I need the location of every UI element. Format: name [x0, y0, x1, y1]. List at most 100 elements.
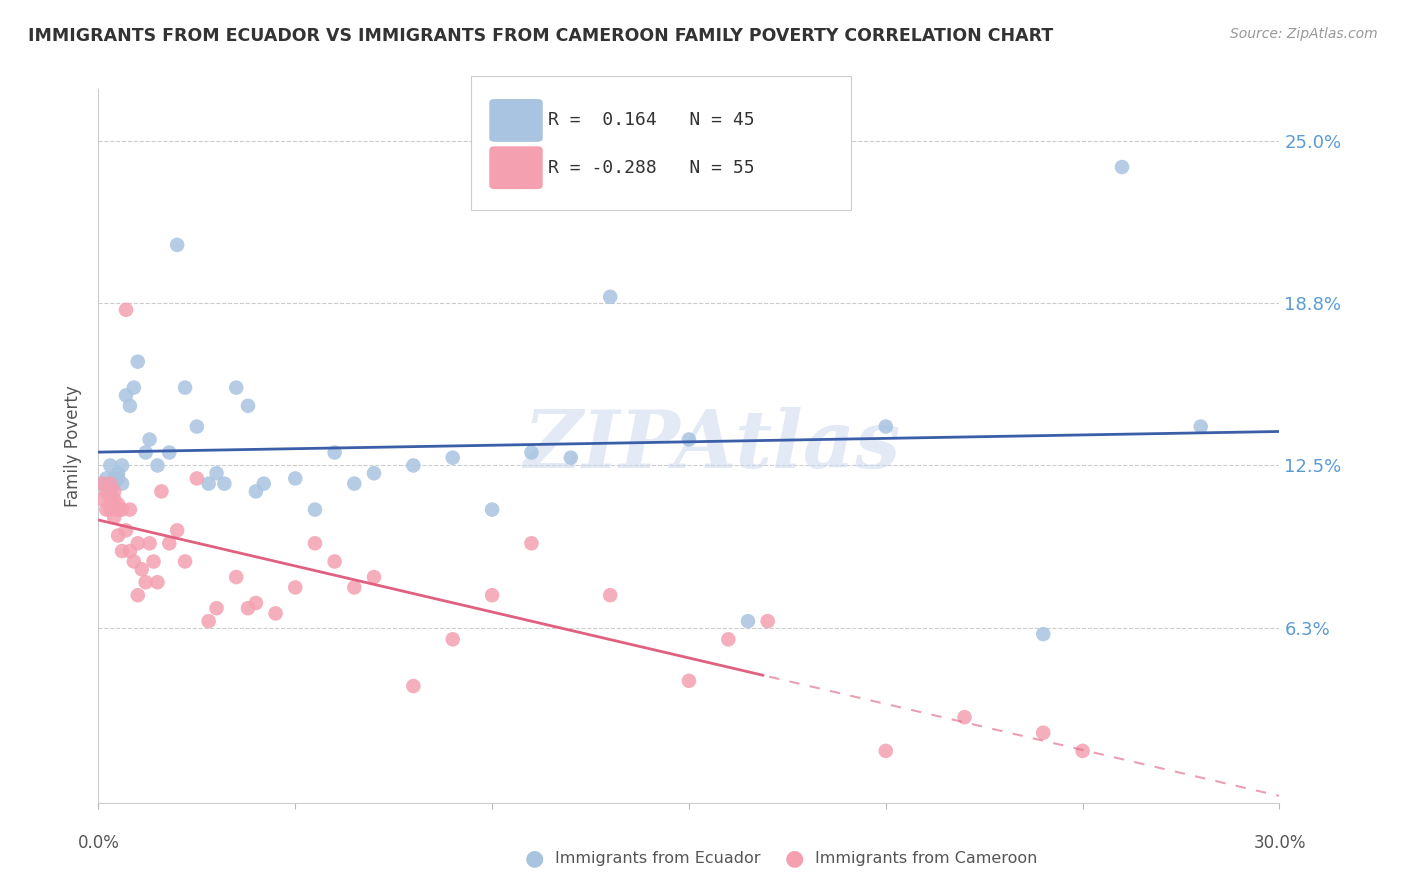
Point [157, 536, 180, 550]
Point [197, 476, 219, 491]
Point [103, 484, 125, 499]
Point [174, 381, 197, 395]
Point [284, 471, 307, 485]
Point [111, 476, 134, 491]
Point [118, 502, 141, 516]
Point [103, 476, 125, 491]
Point [756, 614, 779, 628]
Point [402, 679, 425, 693]
Point [343, 476, 366, 491]
Point [96, 471, 118, 485]
Text: Immigrants from Ecuador: Immigrants from Ecuador [555, 851, 761, 865]
Point [107, 502, 129, 516]
Point [481, 502, 503, 516]
Point [91, 492, 114, 507]
Point [96, 484, 118, 499]
Point [131, 562, 153, 576]
Point [214, 476, 236, 491]
Point [1071, 744, 1094, 758]
Point [402, 458, 425, 473]
Point [103, 492, 125, 507]
Point [98, 502, 121, 516]
Point [138, 536, 160, 550]
Point [115, 302, 138, 317]
Text: R =  0.164   N = 45: R = 0.164 N = 45 [548, 112, 755, 129]
Point [599, 588, 621, 602]
Point [138, 433, 160, 447]
Point [91, 476, 114, 491]
Text: IMMIGRANTS FROM ECUADOR VS IMMIGRANTS FROM CAMEROON FAMILY POVERTY CORRELATION C: IMMIGRANTS FROM ECUADOR VS IMMIGRANTS FR… [28, 27, 1053, 45]
Point [1032, 627, 1054, 641]
Text: 0.0%: 0.0% [77, 834, 120, 852]
Point [481, 588, 503, 602]
Point [107, 528, 129, 542]
Point [103, 471, 125, 485]
Point [186, 471, 208, 485]
Point [441, 632, 464, 647]
Point [98, 458, 121, 473]
Text: ●: ● [785, 848, 804, 868]
Point [91, 476, 114, 491]
Point [284, 581, 307, 595]
Point [150, 484, 173, 499]
Text: ZIPAtlas: ZIPAtlas [524, 408, 901, 484]
Point [520, 445, 543, 459]
Point [363, 467, 385, 481]
Point [142, 554, 165, 568]
Point [115, 388, 138, 402]
Point [363, 570, 385, 584]
Point [678, 673, 700, 688]
Point [441, 450, 464, 465]
Point [225, 381, 247, 395]
Point [107, 497, 129, 511]
Point [245, 596, 267, 610]
Text: 30.0%: 30.0% [1253, 834, 1306, 852]
Point [115, 524, 138, 538]
Point [127, 588, 149, 602]
Y-axis label: Family Poverty: Family Poverty [65, 385, 83, 507]
Point [111, 458, 134, 473]
Point [225, 570, 247, 584]
Point [205, 601, 228, 615]
Text: ●: ● [524, 848, 544, 868]
Point [678, 433, 700, 447]
Point [103, 510, 125, 524]
Point [875, 419, 897, 434]
Point [1111, 160, 1133, 174]
Point [118, 399, 141, 413]
Point [717, 632, 740, 647]
Point [737, 614, 759, 628]
Point [111, 544, 134, 558]
Point [560, 450, 582, 465]
Point [236, 399, 259, 413]
Point [343, 581, 366, 595]
Point [111, 502, 134, 516]
Point [323, 445, 346, 459]
Point [107, 467, 129, 481]
Text: R = -0.288   N = 55: R = -0.288 N = 55 [548, 159, 755, 177]
Point [122, 381, 145, 395]
Point [953, 710, 976, 724]
Point [98, 476, 121, 491]
Point [122, 554, 145, 568]
Point [186, 419, 208, 434]
Point [520, 536, 543, 550]
Point [127, 354, 149, 368]
Text: Immigrants from Cameroon: Immigrants from Cameroon [815, 851, 1038, 865]
Point [96, 502, 118, 516]
Point [1189, 419, 1212, 434]
Point [264, 607, 287, 621]
Point [98, 484, 121, 499]
Point [253, 476, 276, 491]
Point [166, 238, 188, 252]
Point [304, 536, 326, 550]
Point [157, 445, 180, 459]
Point [245, 484, 267, 499]
Point [197, 614, 219, 628]
Point [323, 554, 346, 568]
Point [98, 492, 121, 507]
Point [107, 471, 129, 485]
Text: Source: ZipAtlas.com: Source: ZipAtlas.com [1230, 27, 1378, 41]
Point [127, 536, 149, 550]
Point [1032, 725, 1054, 739]
